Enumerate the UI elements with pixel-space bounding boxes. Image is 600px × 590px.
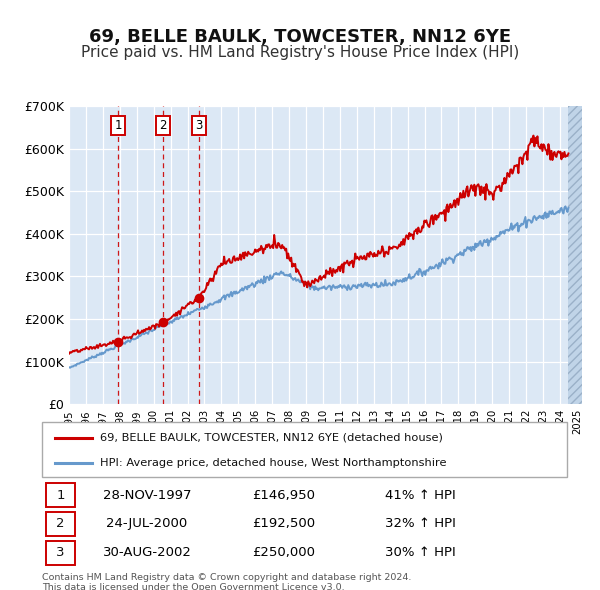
- Text: 3: 3: [56, 546, 65, 559]
- Text: 30-AUG-2002: 30-AUG-2002: [103, 546, 191, 559]
- Text: 1: 1: [56, 489, 65, 502]
- Text: £250,000: £250,000: [252, 546, 315, 559]
- Text: HPI: Average price, detached house, West Northamptonshire: HPI: Average price, detached house, West…: [100, 458, 446, 468]
- Text: 24-JUL-2000: 24-JUL-2000: [106, 517, 188, 530]
- Text: Contains HM Land Registry data © Crown copyright and database right 2024.: Contains HM Land Registry data © Crown c…: [42, 573, 412, 582]
- Text: This data is licensed under the Open Government Licence v3.0.: This data is licensed under the Open Gov…: [42, 583, 344, 590]
- Text: 28-NOV-1997: 28-NOV-1997: [103, 489, 191, 502]
- FancyBboxPatch shape: [46, 541, 75, 565]
- Text: 41% ↑ HPI: 41% ↑ HPI: [385, 489, 455, 502]
- Text: 69, BELLE BAULK, TOWCESTER, NN12 6YE: 69, BELLE BAULK, TOWCESTER, NN12 6YE: [89, 28, 511, 47]
- Text: Price paid vs. HM Land Registry's House Price Index (HPI): Price paid vs. HM Land Registry's House …: [81, 45, 519, 60]
- Text: 1: 1: [115, 119, 122, 132]
- Text: 32% ↑ HPI: 32% ↑ HPI: [385, 517, 455, 530]
- FancyBboxPatch shape: [46, 483, 75, 507]
- FancyBboxPatch shape: [46, 512, 75, 536]
- Bar: [568, 106, 586, 404]
- FancyBboxPatch shape: [42, 422, 567, 477]
- Text: 2: 2: [56, 517, 65, 530]
- Text: £192,500: £192,500: [252, 517, 315, 530]
- Text: 69, BELLE BAULK, TOWCESTER, NN12 6YE (detached house): 69, BELLE BAULK, TOWCESTER, NN12 6YE (de…: [100, 432, 443, 442]
- Text: 30% ↑ HPI: 30% ↑ HPI: [385, 546, 455, 559]
- Text: 2: 2: [159, 119, 167, 132]
- Text: £146,950: £146,950: [252, 489, 315, 502]
- Text: 3: 3: [195, 119, 202, 132]
